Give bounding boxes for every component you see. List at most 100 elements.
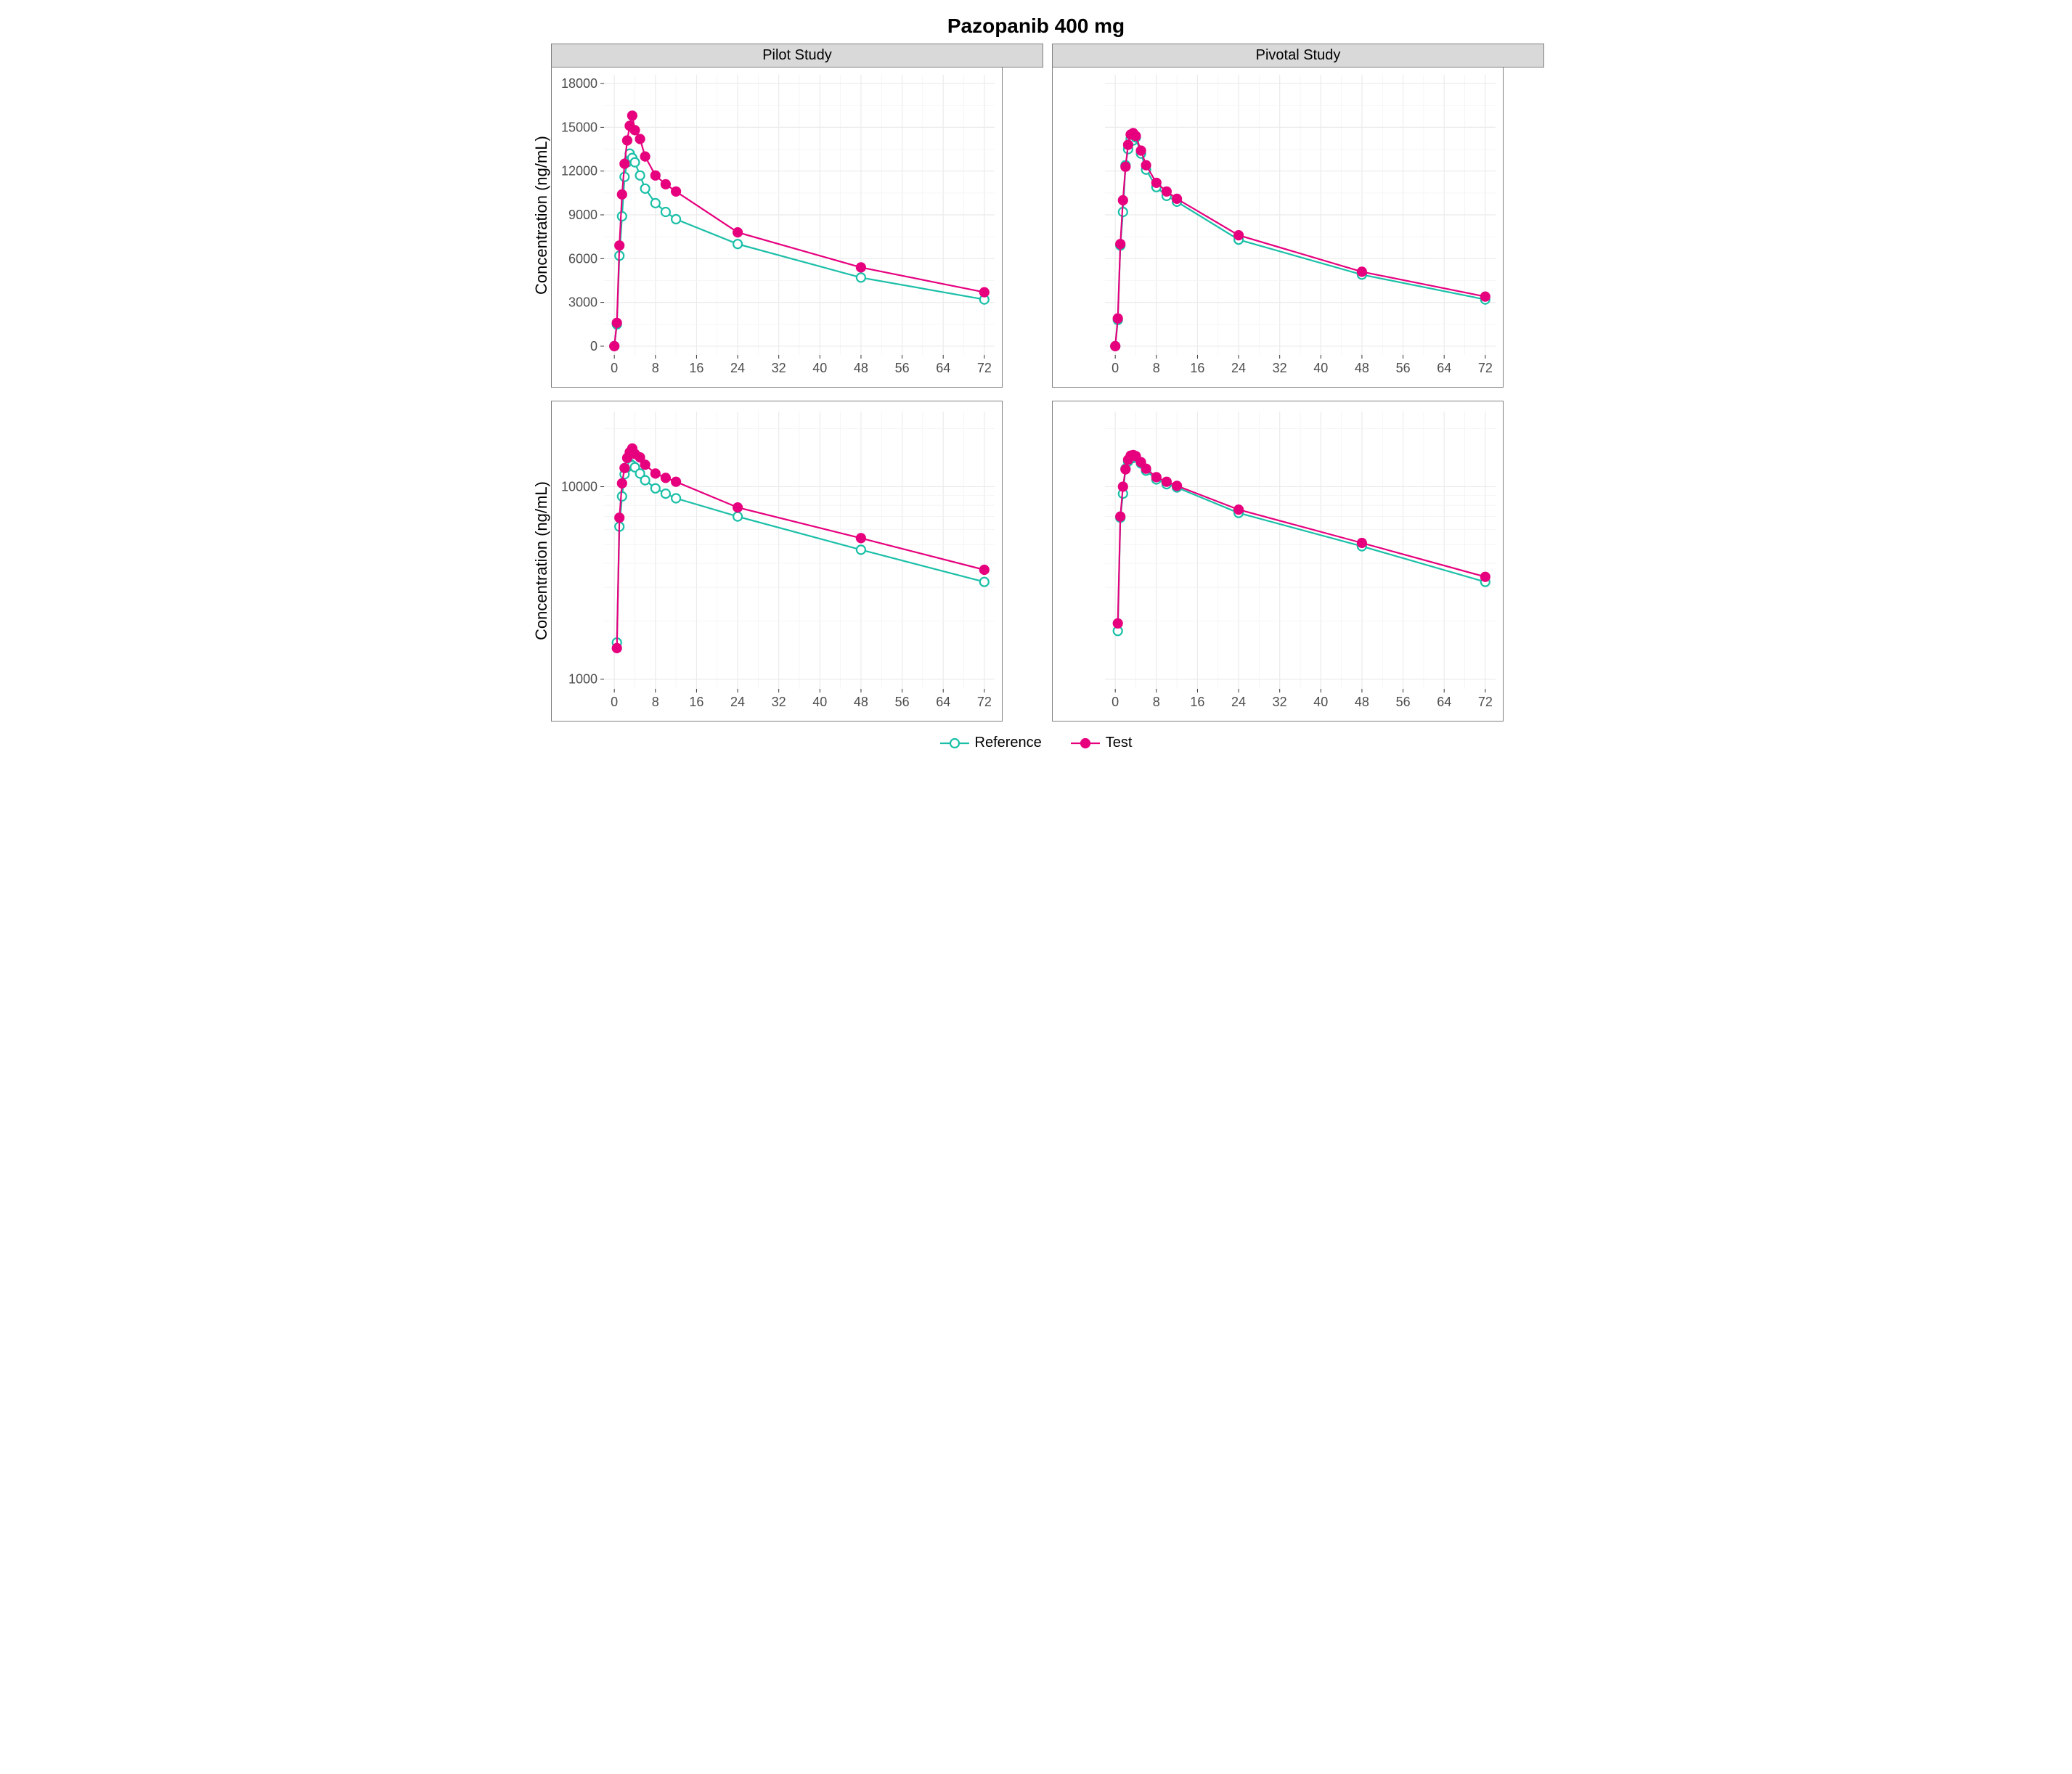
x-tick-label: 64 <box>1437 695 1451 709</box>
series-point-reference <box>672 215 680 224</box>
series-point-test <box>651 469 660 478</box>
series-point-test <box>1152 179 1161 187</box>
x-tick-label: 56 <box>895 361 910 375</box>
series-point-test <box>636 135 645 144</box>
series-point-test <box>733 228 742 237</box>
x-tick-label: 32 <box>772 361 786 375</box>
y-tick-label: 15000 <box>561 120 597 134</box>
x-tick-label: 72 <box>1478 361 1493 375</box>
legend-item: Test <box>1071 735 1133 751</box>
series-point-test <box>631 126 640 134</box>
series-point-reference <box>631 158 640 167</box>
y-axis-label: Concentration (ng/mL) <box>528 44 551 388</box>
series-point-test <box>628 111 637 120</box>
series-point-test <box>1114 619 1122 628</box>
x-tick-label: 56 <box>1396 695 1411 709</box>
panel: Pivotal Study081624324048566472 <box>1052 44 1544 388</box>
x-tick-label: 72 <box>977 695 992 709</box>
x-tick-label: 56 <box>895 695 910 709</box>
x-tick-label: 8 <box>1153 695 1160 709</box>
x-tick-label: 72 <box>1478 695 1493 709</box>
x-tick-label: 24 <box>730 695 745 709</box>
series-point-reference <box>651 199 660 208</box>
plot-panel: 0816243240485664720300060009000120001500… <box>551 68 1003 388</box>
series-point-reference <box>733 512 742 521</box>
x-tick-label: 16 <box>689 695 703 709</box>
series-point-test <box>661 180 670 189</box>
panel-pair: 0816243240485664721000100000816243240485… <box>551 401 1544 722</box>
x-tick-label: 64 <box>1437 361 1451 375</box>
series-point-test <box>1481 293 1490 301</box>
x-tick-label: 48 <box>1355 695 1369 709</box>
series-point-test <box>1124 141 1133 150</box>
figure: Pazopanib 400 mg Concentration (ng/mL)Pi… <box>528 15 1544 751</box>
series-point-test <box>618 479 627 488</box>
series-point-test <box>1358 267 1366 276</box>
x-tick-label: 40 <box>1313 695 1328 709</box>
y-tick-label: 12000 <box>561 164 597 179</box>
x-tick-label: 32 <box>1273 695 1287 709</box>
series-point-test <box>610 342 619 351</box>
series-point-test <box>733 503 742 512</box>
series-point-reference <box>661 208 670 216</box>
series-point-test <box>1481 573 1490 581</box>
x-tick-label: 16 <box>689 361 703 375</box>
panel-row: Concentration (ng/mL)Pilot Study 0 8 16 24 32… <box>528 44 1544 388</box>
series-point-test <box>1152 473 1161 481</box>
series-point-test <box>672 187 680 196</box>
legend-label: Reference <box>975 735 1042 751</box>
series-point-test <box>1114 314 1122 323</box>
series-point-test <box>857 263 865 271</box>
series-point-test <box>857 534 865 542</box>
plot-panel: 081624324048566472 <box>1052 401 1504 722</box>
series-point-test <box>620 464 629 473</box>
x-tick-label: 24 <box>1231 361 1246 375</box>
series-point-test <box>613 319 621 327</box>
x-tick-label: 16 <box>1190 695 1204 709</box>
x-tick-label: 64 <box>936 361 950 375</box>
legend-label: Test <box>1106 735 1133 751</box>
facet-strip: Pilot Study <box>551 44 1043 68</box>
series-point-test <box>672 478 680 486</box>
series-point-reference <box>857 545 865 554</box>
x-tick-label: 8 <box>652 361 659 375</box>
series-point-test <box>615 241 624 250</box>
x-tick-label: 48 <box>854 361 868 375</box>
x-tick-label: 0 <box>611 695 618 709</box>
x-tick-label: 40 <box>812 695 827 709</box>
series-point-reference <box>857 273 865 282</box>
x-tick-label: 0 <box>1112 361 1119 375</box>
x-tick-label: 48 <box>854 695 868 709</box>
x-tick-label: 32 <box>772 695 786 709</box>
series-point-test <box>1137 147 1146 155</box>
series-point-test <box>1142 161 1151 170</box>
series-point-test <box>1358 539 1366 547</box>
series-point-test <box>641 152 650 161</box>
x-tick-label: 64 <box>936 695 950 709</box>
series-point-test <box>1142 465 1151 473</box>
series-point-test <box>623 136 632 145</box>
series-point-test <box>1162 478 1171 486</box>
y-tick-label: 10000 <box>561 479 597 494</box>
panel-pair: Pilot Study08162432404856647203000600090… <box>551 44 1544 388</box>
y-tick-label: 18000 <box>561 76 597 91</box>
legend-item: Reference <box>940 735 1042 751</box>
x-tick-label: 24 <box>730 361 745 375</box>
x-tick-label: 0 <box>611 361 618 375</box>
x-tick-label: 32 <box>1273 361 1287 375</box>
panel: Pilot Study08162432404856647203000600090… <box>551 44 1043 388</box>
x-tick-label: 0 <box>1112 695 1119 709</box>
series-point-test <box>1121 163 1130 171</box>
panel-row: Concentration (ng/mL)0816243240485664721… <box>528 401 1544 722</box>
series-point-test <box>1121 465 1130 474</box>
x-tick-label: 40 <box>1313 361 1328 375</box>
y-tick-label: 1000 <box>568 672 597 687</box>
series-point-test <box>651 171 660 180</box>
legend: Reference Test <box>528 735 1544 751</box>
panel: 081624324048566472100010000 <box>551 401 1043 722</box>
series-point-reference <box>618 212 627 221</box>
x-tick-label: 8 <box>1153 361 1160 375</box>
x-tick-label: 72 <box>977 361 992 375</box>
panel-rows: Concentration (ng/mL)Pilot Study 0 8 16 24 32… <box>528 44 1544 722</box>
series-point-test <box>1119 483 1127 491</box>
